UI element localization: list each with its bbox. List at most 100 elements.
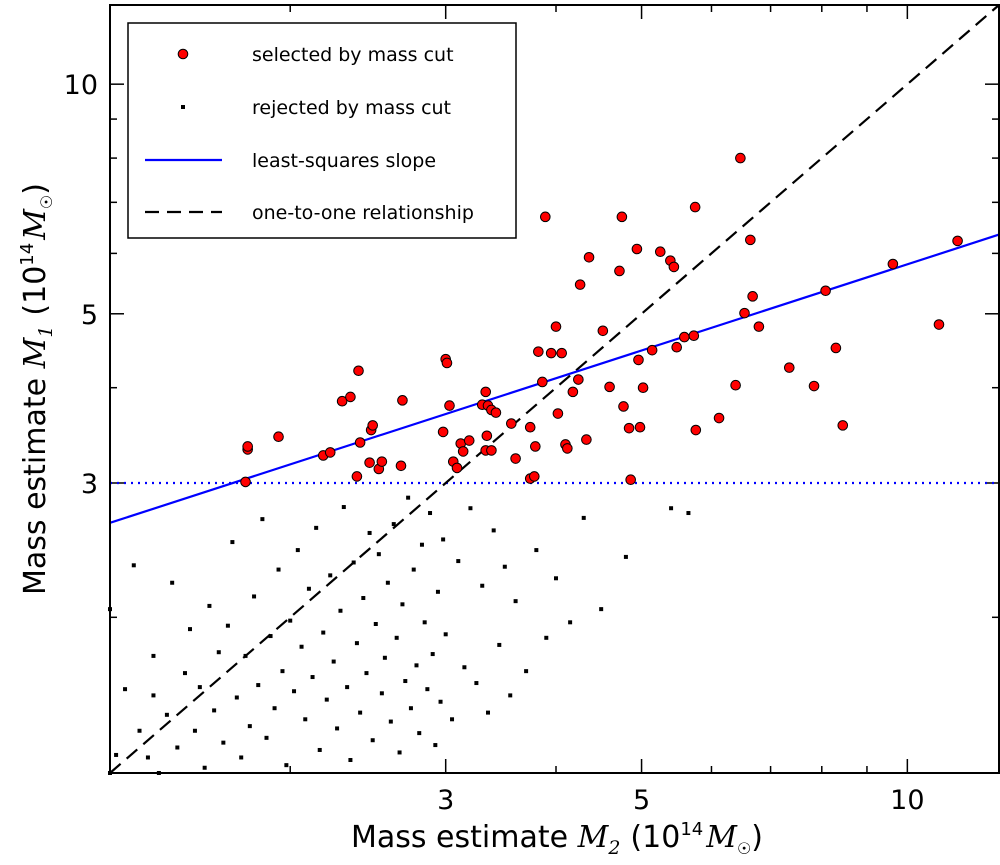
selected-point (830, 342, 842, 354)
rejected-point (202, 765, 207, 770)
rejected-point (260, 517, 265, 522)
selected-point (808, 380, 820, 392)
rejected-point (192, 728, 197, 733)
selected-point (540, 211, 551, 223)
rejected-point (239, 755, 244, 760)
rejected-point (425, 687, 430, 692)
rejected-point (411, 567, 416, 572)
rejected-point (669, 506, 674, 511)
rejected-point (268, 634, 273, 639)
rejected-point (341, 505, 346, 510)
legend-entry-rejected: rejected by mass cut (181, 97, 451, 119)
rejected-point (430, 652, 435, 657)
selected-point (753, 321, 765, 332)
rejected-point (303, 717, 308, 722)
rejected-point (422, 620, 427, 625)
selected-point (730, 379, 741, 391)
selected-point (451, 462, 463, 474)
selected-point (441, 357, 453, 369)
y-tick-label: 3 (81, 469, 98, 500)
rejected-point (373, 622, 378, 627)
selected-point (437, 426, 449, 438)
y-axis-label-symbol: M (18, 336, 53, 369)
y-axis-label-unit-close: ) (18, 183, 53, 195)
selected-point (550, 321, 562, 332)
selected-point (618, 401, 629, 412)
rejected-point (164, 712, 169, 717)
selected-points (240, 152, 963, 488)
rejected-point (234, 695, 239, 700)
selected-point (625, 474, 636, 486)
selected-point (573, 374, 584, 385)
tick-marks (110, 5, 999, 773)
rejected-point (306, 586, 311, 591)
selected-point (533, 346, 544, 357)
rejected-point (243, 653, 248, 658)
rejected-point (435, 589, 440, 594)
x-axis-label-symbol: M (577, 820, 610, 855)
rejected-point (480, 583, 485, 588)
selected-point (463, 435, 475, 446)
rejected-point (151, 653, 156, 658)
rejected-point (568, 620, 573, 625)
rejected-point (382, 655, 387, 660)
selected-point (552, 408, 564, 419)
selected-point (574, 279, 586, 290)
rejected-point (207, 603, 212, 608)
selected-point (336, 395, 348, 407)
rejected-point (221, 740, 226, 745)
selected-point (634, 421, 646, 433)
selected-point (351, 471, 363, 482)
rejected-point (385, 580, 390, 585)
rejected-point (295, 548, 300, 553)
rejected-point (354, 641, 359, 646)
rejected-point (403, 679, 408, 684)
rejected-point (317, 747, 322, 752)
rejected-point (338, 608, 343, 613)
reference-lines (109, 4, 1000, 774)
rejected-point (443, 632, 448, 637)
selected-point (324, 447, 336, 458)
rejected-point (137, 728, 142, 733)
rejected-point (599, 607, 604, 612)
legend-label-rejected: rejected by mass cut (252, 97, 451, 119)
rejected-point (406, 495, 411, 500)
rejected-point (324, 697, 329, 702)
rejected-point (474, 681, 479, 686)
y-axis-label-prefix: Mass estimate (18, 368, 53, 595)
y-tick-label: 10 (64, 70, 98, 101)
rejected-point (397, 750, 402, 755)
selected-point (614, 265, 625, 277)
rejected-point (276, 567, 281, 572)
rejected-point (225, 623, 230, 628)
selected-point (481, 430, 493, 442)
y-tick-label: 5 (81, 300, 98, 331)
rejected-point (391, 522, 396, 527)
selected-point (887, 258, 899, 270)
rejected-point (388, 719, 393, 724)
selected-point (783, 362, 795, 373)
rejected-point (419, 542, 424, 547)
selected-point (820, 285, 831, 297)
rejected-point (441, 537, 446, 542)
selected-point (510, 453, 521, 464)
rejected-point (321, 630, 326, 635)
rejected-point (247, 724, 252, 729)
selected-point (735, 152, 746, 164)
selected-point (545, 347, 557, 359)
selected-point (745, 234, 756, 246)
rejected-point (230, 540, 235, 545)
x-tick-label: 5 (633, 785, 650, 816)
y-axis-label-unit-exp: 14 (17, 243, 38, 266)
rejected-point (367, 530, 372, 535)
selected-point (273, 431, 284, 443)
selected-point (668, 261, 680, 273)
selected-point (480, 386, 492, 398)
selected-point (689, 201, 701, 213)
x-axis-label-unit-close: ) (751, 820, 763, 855)
rejected-point (414, 663, 419, 668)
selected-point (688, 330, 700, 341)
rejected-point (502, 564, 507, 569)
rejected-point (491, 528, 496, 533)
